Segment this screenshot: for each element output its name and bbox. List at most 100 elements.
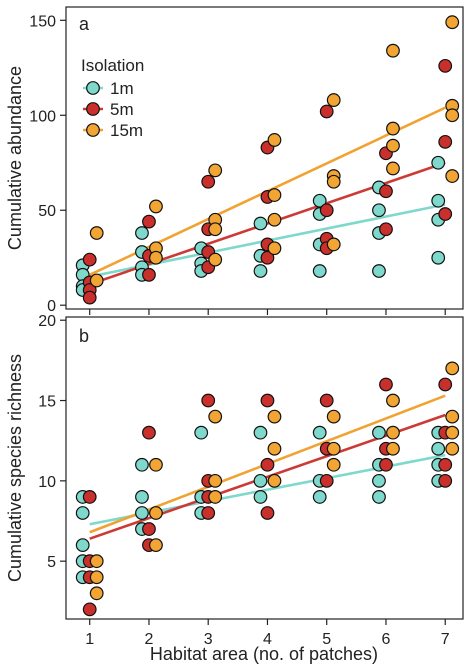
panel-b-y-tick-label: 10	[38, 474, 56, 491]
panel-b-y-tick-label: 20	[38, 313, 56, 330]
x-tick-label: 5	[322, 631, 331, 648]
panel-a-point-5m	[438, 134, 453, 149]
panel-a-point-15m	[445, 108, 460, 123]
x-tick-label: 6	[382, 631, 391, 648]
legend: Isolation 1m 5m 15m	[81, 56, 144, 140]
panel-b-point-15m	[208, 490, 223, 504]
panel-a-point-15m	[208, 252, 223, 267]
panel-a-point-5m	[379, 222, 393, 237]
panel-b-point-5m	[379, 377, 393, 392]
legend-marker-15m	[86, 123, 100, 137]
panel-a-point-1m	[253, 216, 268, 231]
panel-b-point-5m	[260, 506, 275, 520]
panel-b-point-15m	[445, 361, 460, 376]
panel-a-point-5m	[438, 58, 453, 73]
panel-b-point-5m	[438, 457, 453, 472]
panel-b-point-15m	[89, 554, 104, 569]
panel-b-point-15m	[208, 473, 223, 488]
panel-b-point-5m	[319, 473, 334, 488]
panel-b-point-15m	[326, 457, 341, 472]
panel-b-point-5m	[201, 393, 216, 408]
panel-a-fit-line-5m	[89, 161, 446, 286]
panel-a-point-15m	[386, 121, 400, 136]
panel-b-point-5m	[82, 490, 97, 504]
panel-a-point-15m	[267, 212, 282, 227]
x-tick-label: 4	[263, 631, 272, 648]
panel-a-point-15m	[386, 43, 400, 58]
panel-a-point-15m	[326, 174, 341, 189]
panel-a-point-15m	[326, 237, 341, 252]
panel-a-point-15m	[267, 241, 282, 256]
panel-b-point-15m	[386, 425, 400, 440]
panel-a-point-15m	[89, 226, 104, 240]
panel-a-y-tick-label: 0	[47, 298, 56, 315]
panel-a-y-tick-label: 150	[29, 13, 56, 30]
panel-b-point-5m	[82, 602, 97, 617]
panel-a-point-5m	[319, 104, 334, 119]
panel-a-point-15m	[208, 222, 223, 237]
panel-b-point-5m	[438, 377, 453, 392]
panel-b-point-5m	[319, 393, 334, 408]
panel-b-point-1m	[253, 473, 268, 488]
panel-b-y-tick-label: 15	[38, 394, 56, 411]
panel-b-point-15m	[267, 409, 282, 424]
panel-a-point-5m	[438, 207, 453, 221]
panel-b-point-1m	[135, 490, 149, 504]
panel-b-point-5m	[438, 473, 453, 488]
panel-a-point-1m	[372, 264, 386, 278]
panel-b-point-15m	[386, 393, 400, 408]
panel-a-point-5m	[142, 267, 156, 282]
panel-b-point-1m	[372, 490, 386, 504]
panel-a-point-1m	[431, 250, 446, 265]
panel-a-point-1m	[312, 264, 327, 278]
panel-a-point-1m	[135, 226, 149, 240]
panel-b-point-15m	[89, 586, 104, 601]
panel-a-y-axis-label: Cumulative abundance	[5, 66, 25, 250]
panel-a-point-15m	[445, 169, 460, 183]
panel-a-point-15m	[386, 138, 400, 153]
panel-a-point-15m	[208, 163, 223, 178]
panel-a-y-tick-label: 50	[38, 203, 56, 220]
panel-a-point-5m	[260, 250, 275, 265]
panel-a-point-1m	[372, 203, 386, 218]
panel-b-point-1m	[194, 425, 209, 440]
panel-b-point-1m	[372, 473, 386, 488]
panel-b-point-5m	[142, 425, 156, 440]
panel-b-point-1m	[253, 425, 268, 440]
panel-a-point-1m	[431, 193, 446, 208]
panel-a-point-5m	[319, 203, 334, 218]
panel-b-y-tick-label: 5	[47, 554, 56, 571]
panel-a-point-1m	[253, 264, 268, 278]
legend-marker-1m	[86, 81, 100, 95]
panel-b-point-5m	[379, 457, 393, 472]
panel-a-point-15m	[149, 199, 163, 214]
panel-b-point-15m	[267, 473, 282, 488]
panel-b-point-15m	[386, 441, 400, 456]
panel-a-point-5m	[82, 290, 97, 305]
panel-b-point-5m	[201, 506, 216, 520]
panel-b-point-5m	[260, 457, 275, 472]
x-tick-label: 1	[85, 631, 94, 648]
panel-a-point-5m	[379, 184, 393, 199]
panel-a-y-tick-label: 100	[29, 108, 56, 125]
panel-a-label: a	[79, 14, 90, 34]
panel-b-point-15m	[326, 441, 341, 456]
panel-a-point-1m	[431, 155, 446, 170]
panel-a-point-15m	[445, 15, 460, 30]
panel-b-label: b	[79, 326, 89, 346]
panel-b-point-15m	[149, 506, 163, 520]
panel-b-point-1m	[312, 425, 327, 440]
panel-a-point-15m	[386, 161, 400, 176]
panel-b-point-15m	[267, 441, 282, 456]
legend-label-1m: 1m	[110, 79, 134, 98]
panel-b-point-15m	[445, 425, 460, 440]
panel-b-point-15m	[445, 409, 460, 424]
panel-b-point-1m	[135, 506, 149, 520]
x-tick-label: 2	[145, 631, 154, 648]
panel-b-point-1m	[253, 490, 268, 504]
panel-b-point-15m	[445, 441, 460, 456]
panel-a-point-5m	[82, 252, 97, 267]
x-tick-label: 3	[204, 631, 213, 648]
panel-a-point-15m	[326, 93, 341, 107]
